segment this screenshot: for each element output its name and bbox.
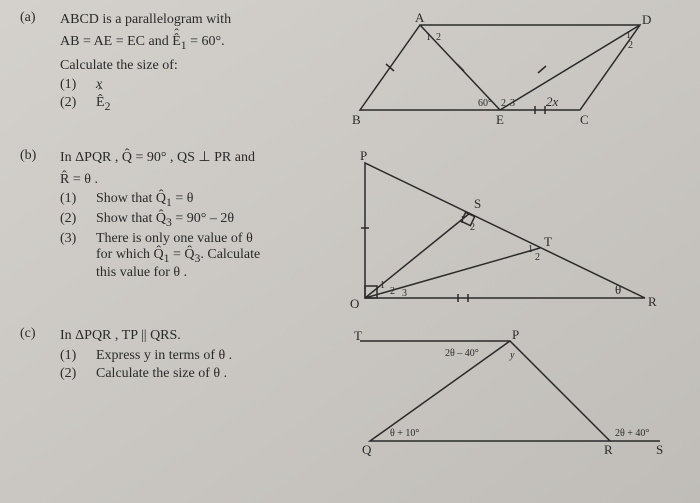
text-b: In ΔPQR , Q̂ = 90° , QS ⊥ PR and R̂ = θ …	[60, 148, 340, 308]
label-b: (b)	[20, 148, 60, 308]
svg-text:2: 2	[390, 286, 395, 297]
label-a: (a)	[20, 10, 60, 130]
label-c: (c)	[20, 326, 60, 456]
svg-text:θ: θ	[615, 282, 621, 297]
svg-text:1: 1	[528, 244, 533, 255]
svg-text:B: B	[352, 112, 361, 127]
svg-text:S: S	[656, 442, 663, 456]
svg-text:1: 1	[460, 215, 465, 226]
problem-c: (c) In ΔPQR , TP || QRS. (1) Express y i…	[20, 326, 680, 456]
svg-text:60°: 60°	[478, 98, 492, 109]
svg-text:Q: Q	[350, 296, 360, 308]
svg-text:2x: 2x	[546, 94, 559, 109]
svg-text:C: C	[580, 112, 589, 127]
diagram-a: A D B E C 1 2 60° 2 3 1 2 2x	[340, 10, 680, 130]
svg-text:3: 3	[402, 288, 407, 299]
svg-text:1: 1	[426, 32, 431, 43]
svg-text:R: R	[648, 294, 657, 308]
diagram-c: T P Q R S 2θ – 40° y θ + 10° 2θ + 40°	[340, 326, 680, 456]
svg-text:3: 3	[510, 98, 515, 109]
text-c: In ΔPQR , TP || QRS. (1) Express y in te…	[60, 326, 340, 456]
svg-text:T: T	[354, 328, 362, 343]
svg-text:R: R	[604, 442, 613, 456]
svg-text:θ + 10°: θ + 10°	[390, 428, 419, 439]
svg-text:P: P	[360, 148, 367, 163]
svg-text:2: 2	[501, 98, 506, 109]
problem-b: (b) In ΔPQR , Q̂ = 90° , QS ⊥ PR and R̂ …	[20, 148, 680, 308]
svg-text:P: P	[512, 327, 519, 342]
svg-text:1: 1	[380, 280, 385, 291]
svg-text:2: 2	[436, 32, 441, 43]
svg-text:2θ – 40°: 2θ – 40°	[445, 348, 479, 359]
svg-text:y: y	[509, 350, 515, 361]
svg-text:D: D	[642, 12, 651, 27]
svg-text:E: E	[496, 112, 504, 127]
svg-text:S: S	[474, 196, 481, 211]
svg-text:2θ + 40°: 2θ + 40°	[615, 428, 649, 439]
svg-text:2: 2	[470, 222, 475, 233]
svg-text:T: T	[544, 234, 552, 249]
svg-text:2: 2	[535, 252, 540, 263]
text-a: ABCD is a parallelogram with AB = AE = E…	[60, 10, 340, 130]
problem-a: (a) ABCD is a parallelogram with AB = AE…	[20, 10, 680, 130]
svg-text:A: A	[415, 10, 425, 25]
svg-text:Q: Q	[362, 442, 372, 456]
svg-text:2: 2	[628, 40, 633, 51]
diagram-b: P Q R S T 1 2 3 1 2 1 2 θ	[340, 148, 680, 308]
